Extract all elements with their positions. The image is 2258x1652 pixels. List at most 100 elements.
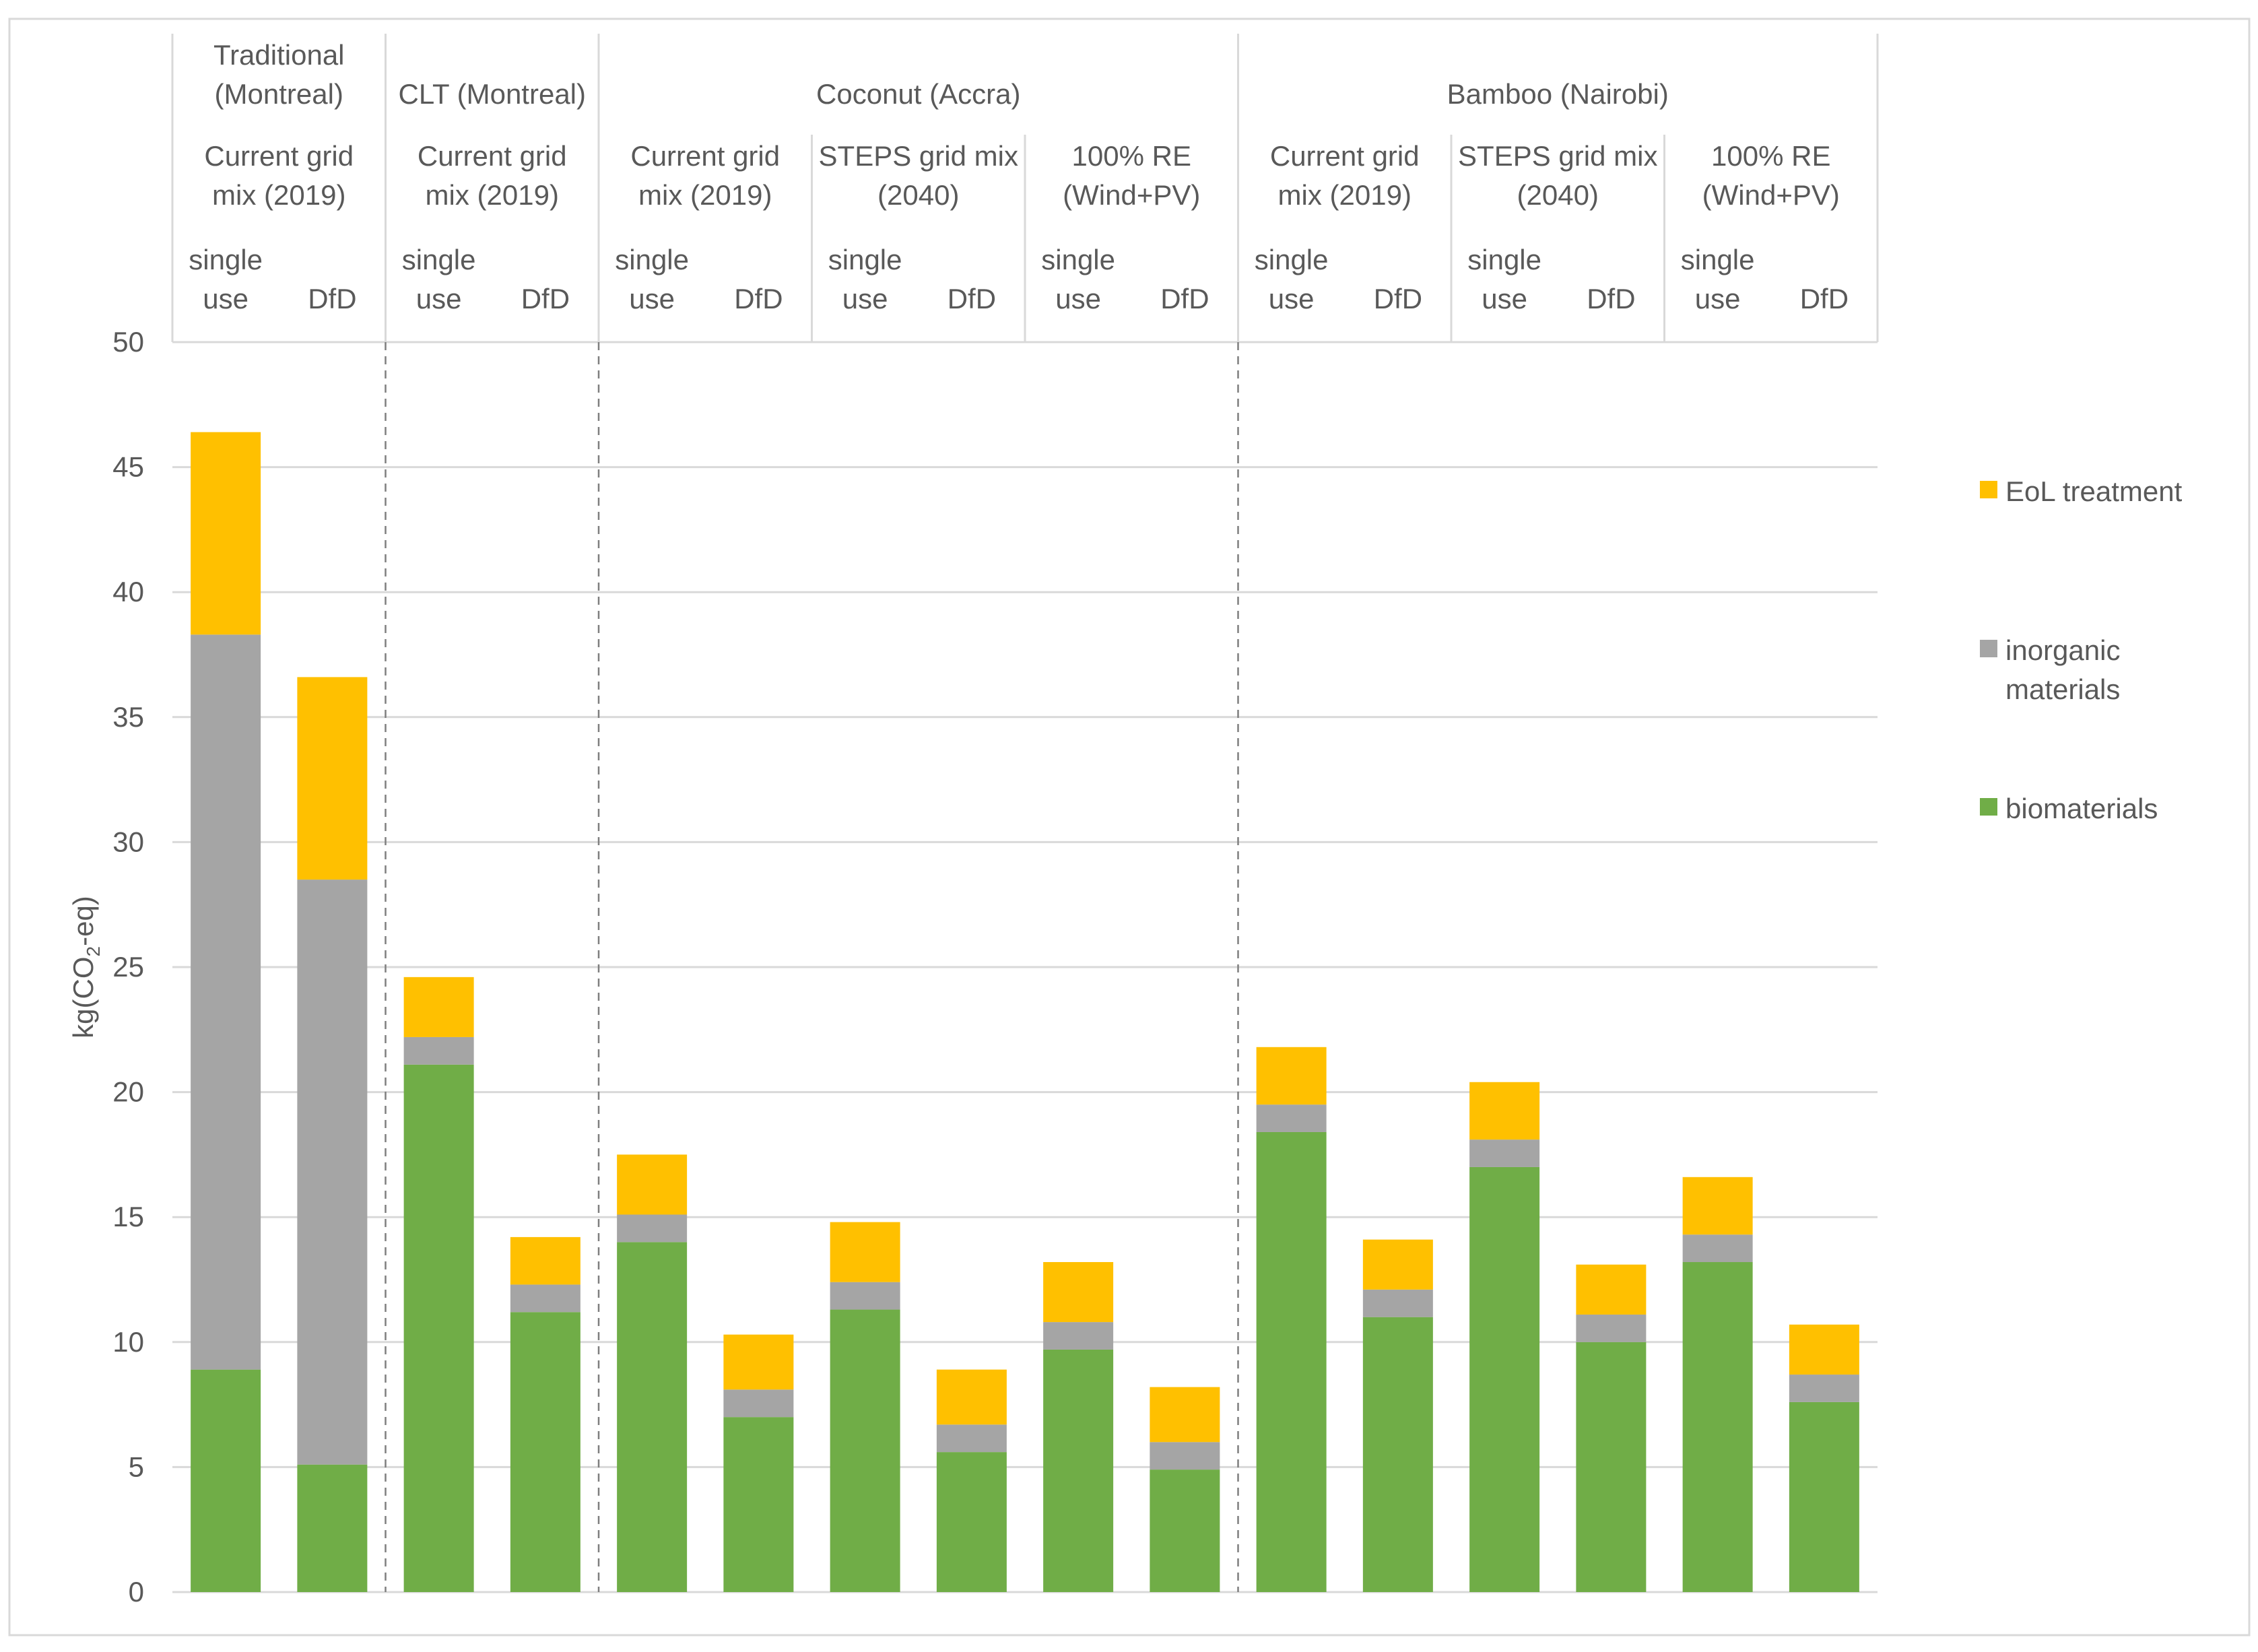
bar-segment-biomaterials [1469,1166,1540,1592]
y-tick-label: 10 [112,1326,144,1358]
bar-segment-biomaterials [1682,1262,1753,1592]
bar-segment-biomaterials [191,1369,261,1592]
bar-segment-EoL-treatment [1789,1324,1859,1375]
y-axis: 0 5 10 15 20 25 30 35 40 45 50 kg(CO2-eq) [67,326,144,1608]
bar-segment-EoL-treatment [1043,1262,1114,1323]
y-axis-title: kg(CO2-eq) [67,896,104,1038]
bar-segment-inorganic-materials [297,880,368,1465]
y-tick-label: 5 [129,1451,144,1482]
bar-segment-biomaterials [1789,1401,1859,1592]
bar-segment-inorganic-materials [1469,1139,1540,1167]
bar-segment-EoL-treatment [1576,1264,1647,1315]
category-label: DfD [308,283,356,315]
bar-segment-biomaterials [1362,1317,1433,1592]
bar-segment-biomaterials [617,1242,688,1592]
category-label: DfD [1374,283,1422,315]
subgroup-label: 100% RE [1711,140,1830,172]
category-label: use [1055,283,1101,315]
bar-segment-biomaterials [936,1452,1007,1592]
category-label: DfD [734,283,783,315]
bar-segment-EoL-treatment [1469,1082,1540,1140]
legend-label: materials [2005,673,2120,705]
subgroup-label: (2040) [1517,179,1599,211]
category-label: single [615,244,689,275]
bar-segment-biomaterials [1150,1469,1220,1592]
bar-segment-inorganic-materials [1043,1322,1114,1350]
bar-segment-biomaterials [510,1312,580,1592]
y-tick-label: 30 [112,826,144,857]
y-tick-label: 0 [129,1576,144,1608]
bar-segment-EoL-treatment [936,1369,1007,1425]
bar-segment-inorganic-materials [1576,1314,1647,1342]
bar-segment-biomaterials [1043,1349,1114,1592]
bar-segment-EoL-treatment [510,1236,580,1285]
group-label: Coconut (Accra) [816,78,1020,110]
bar-segment-EoL-treatment [297,677,368,880]
bar-segment-inorganic-materials [1256,1104,1327,1132]
subgroup-label: STEPS grid mix [819,140,1018,172]
subgroup-label: (Wind+PV) [1063,179,1200,211]
chart-area-border [8,18,2251,1637]
bar-segment-biomaterials [830,1309,900,1592]
legend-swatch [1980,640,1997,657]
subgroup-label: Current grid [204,140,354,172]
bar-segment-EoL-treatment [403,977,474,1037]
bar-segment-inorganic-materials [1789,1375,1859,1402]
y-tick-label: 45 [112,451,144,483]
category-label: use [1695,283,1741,315]
subgroup-label: STEPS grid mix [1458,140,1657,172]
y-tick-label: 35 [112,701,144,733]
category-label: use [629,283,675,315]
y-tick-label: 15 [112,1201,144,1232]
group-label: (Montreal) [215,78,343,110]
category-label: single [1255,244,1329,275]
bar-segment-inorganic-materials [936,1424,1007,1453]
category-label: single [1681,244,1755,275]
bars [191,432,1859,1592]
bar-segment-inorganic-materials [403,1036,474,1065]
subgroup-label: 100% RE [1072,140,1191,172]
legend-swatch [1980,798,1997,816]
bar-segment-EoL-treatment [723,1334,794,1390]
legend: EoL treatment inorganic materials biomateri… [1980,475,2183,824]
bar-segment-EoL-treatment [1150,1387,1220,1443]
category-label: single [828,244,902,275]
y-tick-label: 50 [112,326,144,358]
category-label: DfD [1587,283,1635,315]
category-label: use [1482,283,1527,315]
bar-segment-EoL-treatment [1256,1047,1327,1105]
bar-segment-biomaterials [723,1417,794,1592]
bar-segment-inorganic-materials [1362,1289,1433,1317]
group-label: Bamboo (Nairobi) [1447,78,1669,110]
subgroup-label: Current grid [418,140,567,172]
bar-segment-biomaterials [1256,1131,1327,1592]
category-label: use [842,283,888,315]
subgroup-label: mix (2019) [1278,179,1412,211]
legend-swatch [1980,481,1997,498]
legend-label: inorganic [2005,634,2120,666]
legend-label: EoL treatment [2005,475,2183,507]
bar-segment-inorganic-materials [191,634,261,1370]
category-label: use [1269,283,1315,315]
legend-label: biomaterials [2005,793,2158,824]
bar-segment-biomaterials [1576,1342,1647,1592]
group-label: Traditional [213,39,345,71]
bar-segment-EoL-treatment [1682,1177,1753,1235]
category-header: Traditional (Montreal) CLT (Montreal) Cocon… [171,34,1879,342]
category-label: use [203,283,248,315]
bar-segment-biomaterials [297,1464,368,1592]
group-label: CLT (Montreal) [398,78,586,110]
category-label: DfD [521,283,570,315]
subgroup-label: Current grid [1270,140,1420,172]
bar-segment-EoL-treatment [191,432,261,635]
category-label: single [402,244,476,275]
bar-segment-inorganic-materials [830,1282,900,1310]
subgroup-label: mix (2019) [212,179,345,211]
subgroup-label: mix (2019) [638,179,772,211]
y-tick-label: 40 [112,576,144,607]
bar-segment-EoL-treatment [617,1154,688,1215]
category-label: use [416,283,462,315]
bar-segment-inorganic-materials [617,1214,688,1243]
